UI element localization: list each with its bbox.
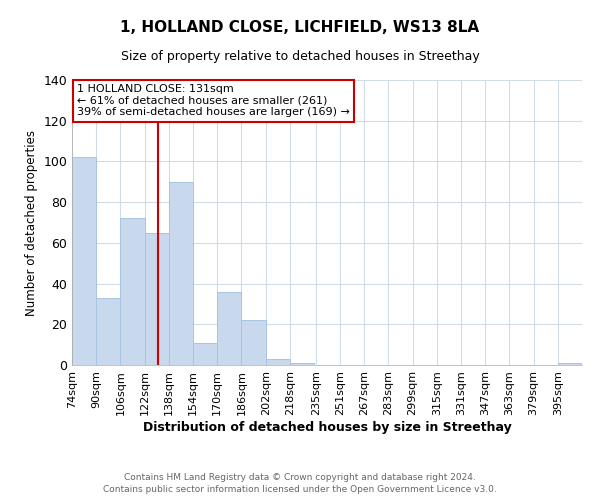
Bar [145,232,169,365]
Bar [169,182,193,365]
Bar [193,342,217,365]
Bar [266,359,290,365]
Bar [290,363,314,365]
Bar [217,292,241,365]
Bar [72,158,96,365]
Text: Contains HM Land Registry data © Crown copyright and database right 2024.: Contains HM Land Registry data © Crown c… [124,472,476,482]
Bar [241,320,266,365]
Y-axis label: Number of detached properties: Number of detached properties [25,130,38,316]
Text: 1 HOLLAND CLOSE: 131sqm
← 61% of detached houses are smaller (261)
39% of semi-d: 1 HOLLAND CLOSE: 131sqm ← 61% of detache… [77,84,350,117]
X-axis label: Distribution of detached houses by size in Streethay: Distribution of detached houses by size … [143,420,511,434]
Text: 1, HOLLAND CLOSE, LICHFIELD, WS13 8LA: 1, HOLLAND CLOSE, LICHFIELD, WS13 8LA [121,20,479,35]
Bar [558,363,582,365]
Bar [96,298,121,365]
Text: Contains public sector information licensed under the Open Government Licence v3: Contains public sector information licen… [103,485,497,494]
Text: Size of property relative to detached houses in Streethay: Size of property relative to detached ho… [121,50,479,63]
Bar [121,218,145,365]
